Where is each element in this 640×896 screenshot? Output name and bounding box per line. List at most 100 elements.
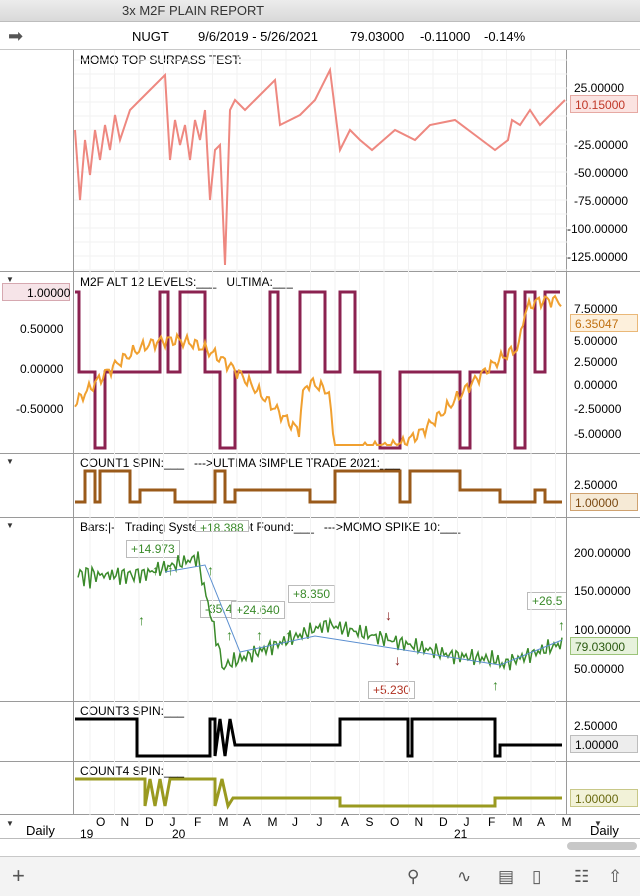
trade-annotation[interactable]: +8.350 <box>288 585 336 603</box>
buy-arrow-icon: ↑ <box>226 627 233 643</box>
m2f-right-value-box: 6.35047 <box>570 314 638 332</box>
period-label-right[interactable]: Daily <box>590 823 619 838</box>
count3-panel <box>0 702 640 762</box>
search-icon[interactable]: ⚲ <box>407 867 420 886</box>
bars-panel <box>0 518 640 702</box>
month-label: A <box>341 815 350 829</box>
last-price: 79.03000 <box>350 29 405 44</box>
plus-icon[interactable]: + <box>12 863 25 888</box>
window-titlebar: 3x M2F PLAIN REPORT <box>0 0 640 22</box>
momo-panel <box>0 50 640 272</box>
year-label: 20 <box>172 827 186 841</box>
buy-arrow-icon: ↑ <box>138 612 145 628</box>
count1-title: COUNT1 SPIN:___ --->ULTIMA SIMPLE TRADE … <box>80 456 401 470</box>
count4-panel <box>0 762 640 815</box>
count4-step-line <box>75 777 562 810</box>
m2f-right-tick: 2.50000 <box>574 355 618 369</box>
m2f-left-tick: -0.50000 <box>16 402 64 416</box>
share-icon[interactable]: ⇧ <box>608 867 623 886</box>
symbol-info-bar: ➡ NUGT 9/6/2019 - 5/26/2021 79.03000 -0.… <box>0 22 640 50</box>
price-series-line <box>77 551 563 671</box>
price-tick: 100.00000 <box>574 623 631 637</box>
momo-ytick: -125.00000 <box>567 250 628 264</box>
collapse-triangle-icon[interactable]: ▼ <box>6 819 14 828</box>
momo-series-line <box>74 66 566 266</box>
momo-ytick: -100.00000 <box>567 222 628 236</box>
count1-tick: 2.50000 <box>574 478 618 492</box>
month-label: O <box>390 815 400 829</box>
trade-annotation[interactable]: +18.388 <box>195 520 249 532</box>
panel-icon[interactable]: ▤ <box>498 867 515 886</box>
price-plot-area[interactable] <box>73 518 567 702</box>
month-label: J <box>169 815 176 829</box>
layout-icon[interactable]: ▯ <box>532 867 542 886</box>
count4-plot-area[interactable] <box>73 762 567 815</box>
symbol-label[interactable]: NUGT <box>132 29 169 44</box>
x-axis: ▼ Daily ▼ Daily O N D J F M A M J J A S O N D J F M A M 19 20… <box>0 815 640 841</box>
m2f-left-tick: 0.50000 <box>20 322 64 336</box>
price-tick: 50.00000 <box>574 662 625 676</box>
trade-annotation[interactable]: +24.640 <box>231 601 285 619</box>
month-label: J <box>316 815 323 829</box>
m2f-right-tick: 5.00000 <box>574 334 618 348</box>
month-label: D <box>145 815 154 829</box>
count1-plot-area[interactable] <box>73 454 567 518</box>
month-label: F <box>194 815 202 829</box>
m2f-plot-area[interactable] <box>73 272 567 454</box>
count3-tick: 2.50000 <box>574 719 618 733</box>
momo-ytick: -75.00000 <box>574 194 629 208</box>
month-label: M <box>561 815 572 829</box>
m2f-right-tick: -5.00000 <box>574 427 622 441</box>
month-label: J <box>463 815 470 829</box>
collapse-triangle-icon[interactable]: ▼ <box>6 457 14 466</box>
count4-title: COUNT4 SPIN:___ <box>80 764 185 778</box>
m2f-right-tick: -2.50000 <box>574 402 622 416</box>
trade-annotation[interactable]: +5.230 <box>368 681 416 699</box>
trade-annotation[interactable]: +26.5 <box>527 592 567 610</box>
count1-step-line <box>75 469 562 504</box>
chart-lines-layer: ↑ ↑ ↑ ↑ ↑ ↑ ↑ ↑ ↑ ↓ ↓ <box>74 50 567 815</box>
m2f-panel <box>0 272 640 454</box>
momo-ytick: -25.00000 <box>574 138 629 152</box>
bottom-toolbar: + ⚲ ∿ ▤ ▯ ☷ ⇧ <box>0 856 640 896</box>
year-label: 21 <box>454 827 468 841</box>
buy-arrow-icon: ↑ <box>152 562 159 578</box>
horizontal-scrollbar[interactable] <box>567 842 637 850</box>
m2f-left-value-box: 1.00000 <box>2 283 70 301</box>
month-label: O <box>96 815 106 829</box>
year-label: 19 <box>80 827 94 841</box>
momo-ytick: -50.00000 <box>574 166 629 180</box>
price-tick: 150.00000 <box>574 584 631 598</box>
count3-step-line <box>75 717 562 758</box>
collapse-triangle-icon[interactable]: ▼ <box>6 275 14 284</box>
month-label: S <box>365 815 374 829</box>
count3-plot-area[interactable] <box>73 702 567 762</box>
sell-arrow-icon: ↓ <box>394 652 401 668</box>
sell-arrow-icon: ↓ <box>385 607 392 623</box>
count3-title: COUNT3 SPIN:___ <box>80 704 185 718</box>
ultima-series-line <box>74 294 562 447</box>
collapse-triangle-icon[interactable]: ▼ <box>6 521 14 530</box>
month-label: M <box>512 815 523 829</box>
price-tick: 200.00000 <box>574 546 631 560</box>
m2f-right-tick: 0.00000 <box>574 378 618 392</box>
month-label: F <box>488 815 496 829</box>
month-label: J <box>292 815 298 829</box>
m2f-title: M2F ALT 12 LEVELS:___ ULTIMA:___ <box>80 275 293 289</box>
forward-arrow-icon[interactable]: ➡ <box>8 26 24 46</box>
percent-change: -0.14% <box>484 29 526 44</box>
count3-value-box: 1.00000 <box>570 735 638 753</box>
momo-plot-area[interactable] <box>73 50 567 272</box>
count1-value-box: 1.00000 <box>570 493 638 511</box>
month-label: N <box>120 815 130 829</box>
chart-line-icon[interactable]: ∿ <box>457 867 472 886</box>
momo-value-box: 10.15000 <box>570 95 638 113</box>
m2f-step-line <box>75 290 560 450</box>
month-label: A <box>243 815 252 829</box>
count1-panel <box>0 454 640 518</box>
collapse-triangle-icon[interactable]: ▼ <box>594 819 602 828</box>
book-icon[interactable]: ☷ <box>574 867 590 886</box>
month-label: N <box>414 815 424 829</box>
period-label-left[interactable]: Daily <box>26 823 55 838</box>
price-change: -0.11000 <box>420 29 471 44</box>
